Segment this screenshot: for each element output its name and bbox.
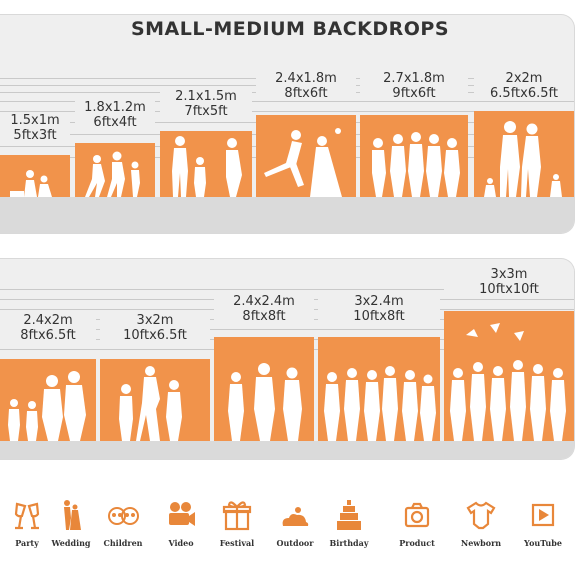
play-button-icon bbox=[531, 503, 555, 527]
size-metric: 2.4x2m bbox=[23, 313, 73, 328]
occasion-label: Product bbox=[399, 538, 435, 548]
size-label-9: 2.4x2.4m 8ftx8ft bbox=[214, 294, 314, 324]
occasion-product: Product bbox=[390, 498, 444, 548]
size-imperial: 7ftx5ft bbox=[184, 104, 228, 119]
backdrop-10 bbox=[318, 337, 440, 441]
occasion-label: Video bbox=[168, 538, 194, 548]
backdrop-8 bbox=[100, 359, 210, 441]
backdrop-panel-small: 1.5x1m 5ftx3ft 1.8x1.2m 6ftx4ft 2.1x1.5m… bbox=[0, 14, 575, 234]
size-metric: 2.1x1.5m bbox=[175, 89, 237, 104]
gift-box-icon bbox=[222, 501, 252, 531]
size-label-10: 3x2.4m 10ftx8ft bbox=[318, 294, 440, 324]
size-metric: 3x2m bbox=[136, 313, 174, 328]
page-title: SMALL-MEDIUM BACKDROPS bbox=[130, 18, 450, 40]
size-imperial: 6.5ftx6.5ft bbox=[490, 86, 558, 101]
occasion-children: Children bbox=[96, 498, 150, 548]
party-glasses-icon bbox=[14, 502, 40, 530]
backdrop-2 bbox=[75, 143, 155, 197]
video-camera-icon bbox=[169, 502, 195, 526]
occasion-label: YouTube bbox=[524, 538, 562, 548]
occasion-label: Children bbox=[103, 538, 143, 548]
size-label-5: 2.7x1.8m 9ftx6ft bbox=[360, 71, 468, 101]
size-imperial: 10ftx10ft bbox=[479, 282, 539, 297]
size-imperial: 6ftx4ft bbox=[93, 115, 137, 130]
size-imperial: 10ftx8ft bbox=[353, 309, 405, 324]
backdrop-5 bbox=[360, 115, 468, 197]
size-imperial: 10ftx6.5ft bbox=[123, 328, 187, 343]
floor bbox=[0, 441, 574, 459]
backdrop-panel-medium: 2.4x2m 8ftx6.5ft 3x2m 10ftx6.5ft 2.4x2.4… bbox=[0, 258, 575, 460]
cloud-sun-icon bbox=[282, 507, 309, 526]
size-imperial: 9ftx6ft bbox=[392, 86, 436, 101]
occasion-icon-row: Party Wedding Children Video Festival Ou… bbox=[0, 498, 580, 568]
size-label-7: 2.4x2m 8ftx6.5ft bbox=[0, 313, 96, 343]
camera-icon bbox=[404, 502, 430, 528]
occasion-newborn: Newborn bbox=[454, 498, 508, 548]
size-metric: 1.8x1.2m bbox=[84, 100, 146, 115]
occasion-birthday: Birthday bbox=[322, 498, 376, 548]
occasion-label: Party bbox=[15, 538, 39, 548]
size-label-1: 1.5x1m 5ftx3ft bbox=[0, 113, 70, 143]
occasion-label: Birthday bbox=[329, 538, 369, 548]
wedding-couple-icon bbox=[64, 500, 81, 530]
size-imperial: 8ftx8ft bbox=[242, 309, 286, 324]
occasion-festival: Festival bbox=[210, 498, 264, 548]
size-metric: 3x2.4m bbox=[354, 294, 404, 309]
size-imperial: 5ftx3ft bbox=[13, 128, 57, 143]
occasion-label: Outdoor bbox=[276, 538, 314, 548]
size-imperial: 8ftx6ft bbox=[284, 86, 328, 101]
occasion-label: Newborn bbox=[460, 538, 502, 548]
occasion-youtube: YouTube bbox=[516, 498, 570, 548]
size-metric: 2x2m bbox=[505, 71, 543, 86]
size-metric: 2.4x1.8m bbox=[275, 71, 337, 86]
backdrop-11 bbox=[444, 311, 574, 441]
backdrop-7 bbox=[0, 359, 96, 441]
size-metric: 3x3m bbox=[490, 267, 528, 282]
size-label-3: 2.1x1.5m 7ftx5ft bbox=[160, 89, 252, 119]
backdrop-6 bbox=[474, 111, 574, 197]
occasion-outdoor: Outdoor bbox=[268, 498, 322, 548]
occasion-label: Wedding bbox=[51, 538, 91, 548]
backdrop-1 bbox=[0, 155, 70, 197]
size-label-2: 1.8x1.2m 6ftx4ft bbox=[75, 100, 155, 130]
occasion-label: Festival bbox=[219, 538, 255, 548]
size-imperial: 8ftx6.5ft bbox=[20, 328, 76, 343]
occasion-video: Video bbox=[154, 498, 208, 548]
size-metric: 2.7x1.8m bbox=[383, 71, 445, 86]
size-metric: 2.4x2.4m bbox=[233, 294, 295, 309]
backdrop-3 bbox=[160, 131, 252, 197]
floor bbox=[0, 197, 574, 233]
birthday-cake-icon bbox=[337, 500, 361, 530]
children-faces-icon bbox=[108, 507, 139, 525]
backdrop-9 bbox=[214, 337, 314, 441]
size-label-11: 3x3m 10ftx10ft bbox=[444, 267, 574, 297]
backdrop-4 bbox=[256, 115, 356, 197]
baby-onesie-icon bbox=[466, 501, 496, 530]
size-metric: 1.5x1m bbox=[10, 113, 60, 128]
size-label-8: 3x2m 10ftx6.5ft bbox=[100, 313, 210, 343]
occasion-party: Party bbox=[0, 498, 54, 548]
size-label-6: 2x2m 6.5ftx6.5ft bbox=[474, 71, 574, 101]
occasion-wedding: Wedding bbox=[44, 498, 98, 548]
size-label-4: 2.4x1.8m 8ftx6ft bbox=[256, 71, 356, 101]
